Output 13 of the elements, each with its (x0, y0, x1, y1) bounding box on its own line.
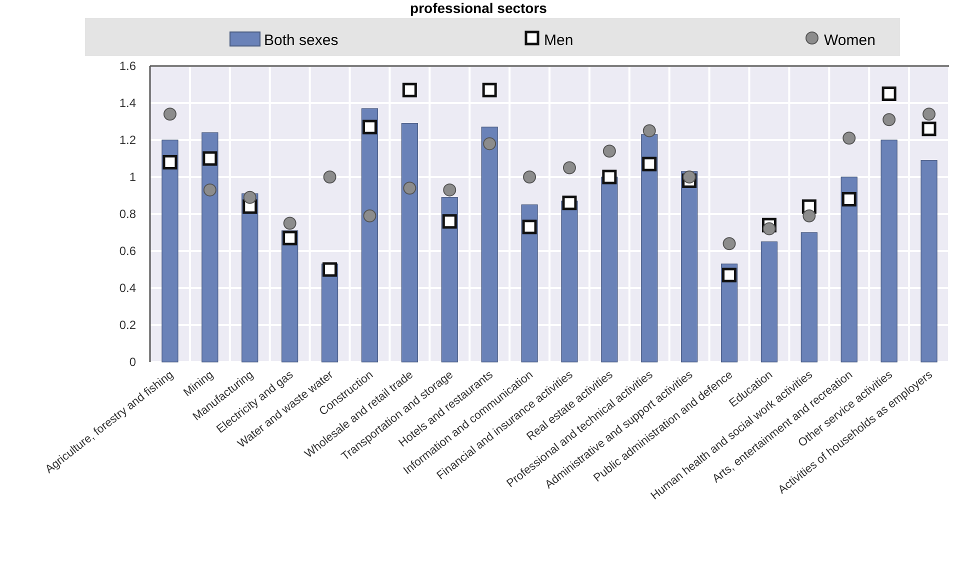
y-tick-label: 0.2 (119, 318, 136, 332)
legend-label: Women (824, 32, 876, 49)
y-tick-label: 0.4 (119, 281, 136, 295)
legend-label: Both sexes (264, 32, 338, 49)
chart-title: professional sectors (410, 0, 548, 16)
y-tick-label: 1.2 (119, 133, 136, 147)
y-tick-label: 0 (129, 355, 136, 369)
y-tick-label: 0.8 (119, 207, 136, 221)
y-tick-label: 1.4 (119, 96, 136, 110)
y-tick-label: 0.6 (119, 244, 136, 258)
y-tick-label: 1.6 (119, 59, 136, 73)
y-tick-label: 1 (129, 170, 136, 184)
legend-label: Men (544, 32, 574, 49)
